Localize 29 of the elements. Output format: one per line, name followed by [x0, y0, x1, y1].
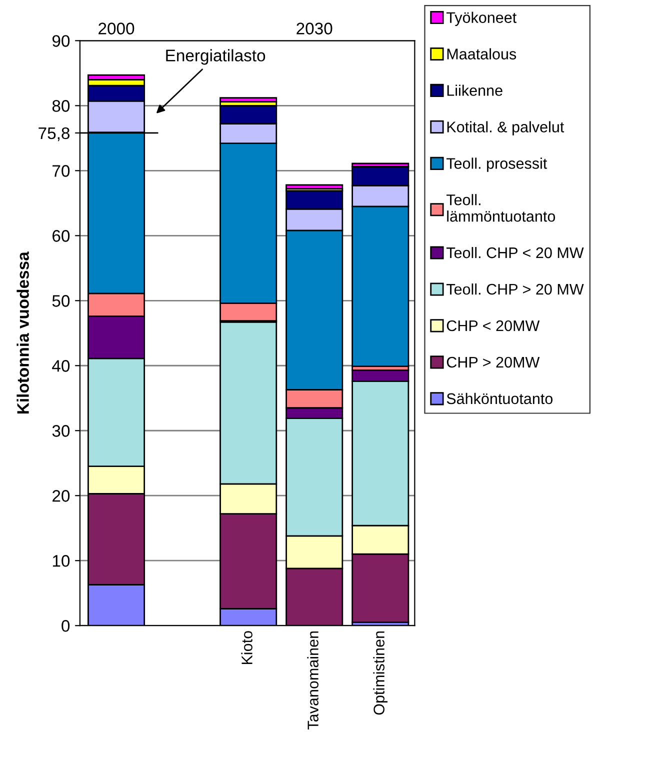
annotation: Energiatilasto: [166, 49, 266, 65]
legend-label: Työkoneet: [446, 12, 517, 26]
y-tick-label: 30: [52, 425, 70, 437]
legend-label: Teoll. lämmöntuotanto: [446, 194, 556, 222]
x-tick-label: Tavanomainen: [307, 631, 318, 730]
y-tick-label: 10: [52, 555, 70, 567]
y-tick-label: 50: [52, 295, 70, 307]
legend-label: Kotital. & palvelut: [447, 121, 564, 136]
y-tick-label: 40: [52, 360, 70, 372]
legend-label: Liikenne: [447, 84, 502, 96]
text: 2000: [98, 22, 134, 34]
y-tick-label: 75,8: [38, 127, 70, 142]
y-tick-label: 0: [62, 620, 70, 632]
y-tick-label: 20: [52, 490, 70, 502]
y-tick-label: 80: [52, 100, 70, 112]
legend-label: CHP > 20MW: [446, 356, 540, 368]
legend-label: CHP < 20MW: [446, 320, 540, 332]
y-tick-label: 70: [52, 165, 70, 177]
x-tick-label: Kioto: [241, 631, 252, 664]
legend-label: Maatalous: [447, 48, 516, 60]
legend-label: Sähköntuotanto: [446, 392, 553, 404]
legend-label: Teoll. CHP < 20 MW: [446, 246, 584, 258]
y-axis-title: Kilotonnia vuodessa: [16, 252, 29, 414]
y-tick-label: 60: [52, 230, 70, 242]
y-tick-label: 90: [52, 35, 70, 47]
x-tick-label: Optimistinen: [373, 631, 388, 715]
legend-label: Teoll. prosessit: [446, 158, 548, 172]
text: 2030: [296, 22, 332, 34]
legend-label: Teoll. CHP > 20 MW: [446, 283, 584, 295]
